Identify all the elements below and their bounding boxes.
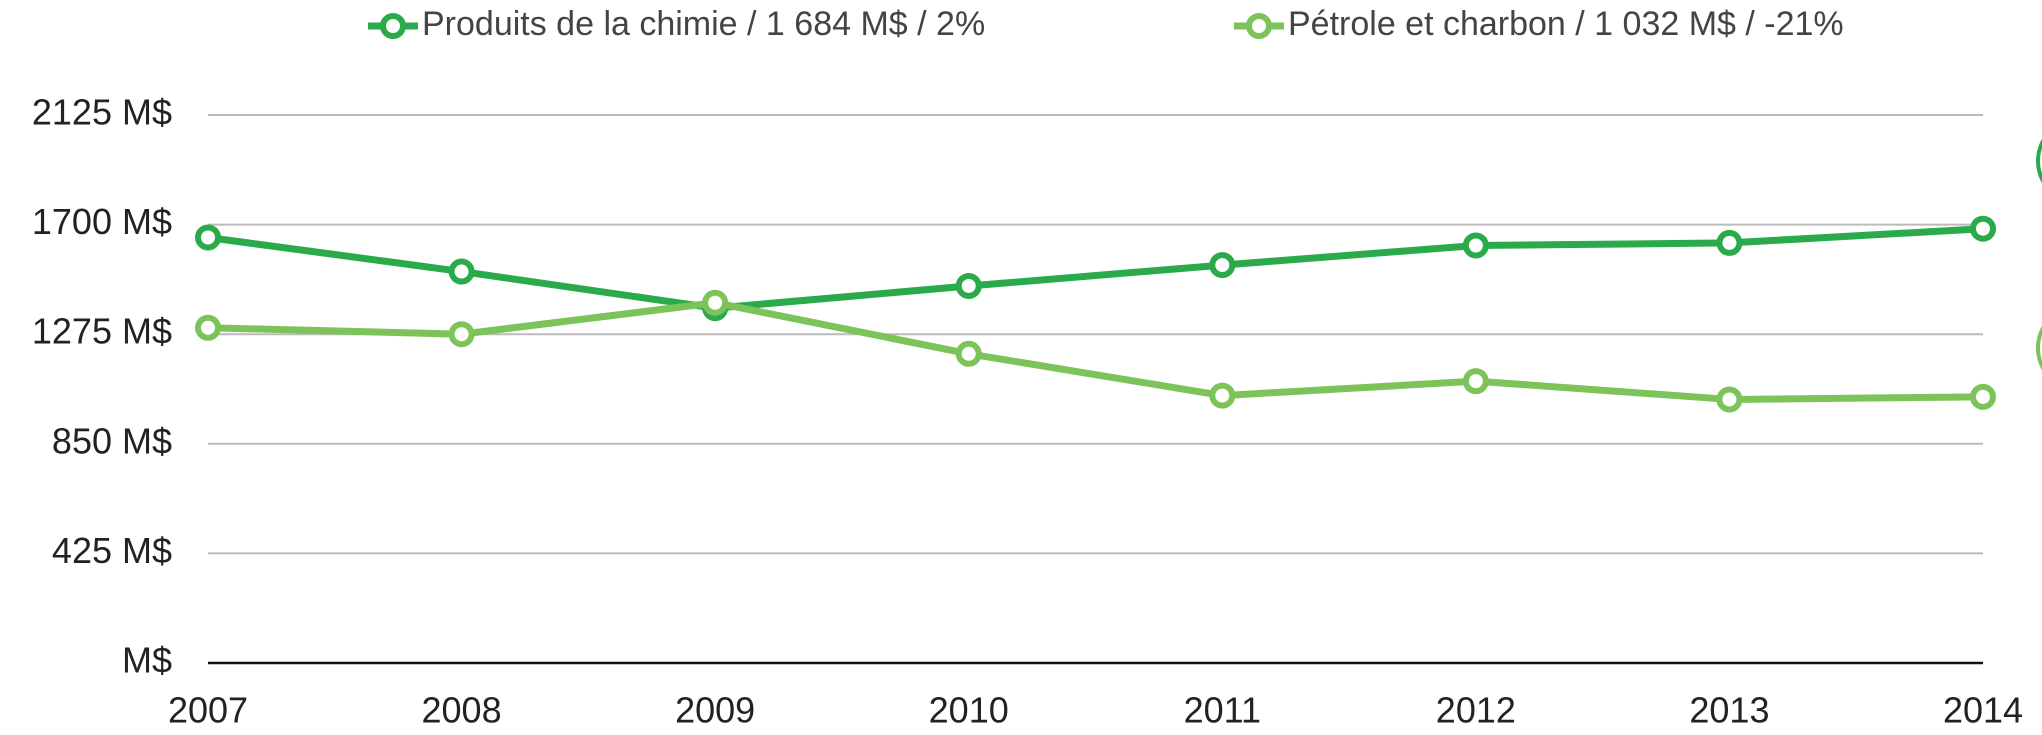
point — [702, 289, 729, 316]
x-tick-label: 2010 — [929, 690, 1009, 731]
point — [448, 321, 475, 348]
point — [1716, 229, 1743, 256]
legend-marker — [380, 13, 406, 39]
y-tick-label: M$ — [122, 640, 172, 681]
legend-marker — [1246, 13, 1272, 39]
point — [955, 340, 982, 367]
legend-label: Produits de la chimie / 1 684 M$ / 2% — [422, 5, 985, 43]
decor-circle — [2036, 138, 2042, 184]
y-tick-label: 1275 M$ — [32, 311, 172, 352]
x-tick-label: 2013 — [1689, 690, 1769, 731]
decor-circle — [2036, 325, 2042, 371]
x-tick-label: 2012 — [1436, 690, 1516, 731]
y-tick-label: 425 M$ — [52, 530, 172, 571]
point — [195, 224, 221, 251]
y-tick-label: 2125 M$ — [32, 92, 172, 133]
point — [1209, 382, 1236, 409]
point — [955, 272, 982, 299]
point — [195, 314, 221, 341]
legend-label: Pétrole et charbon / 1 032 M$ / -21% — [1288, 5, 1844, 43]
point — [1209, 252, 1236, 279]
point — [1970, 215, 1996, 242]
series-line — [207, 299, 1984, 403]
x-tick-label: 2009 — [675, 690, 755, 731]
x-tick-label: 2011 — [1184, 690, 1261, 731]
point — [1970, 383, 1996, 410]
y-tick-label: 850 M$ — [52, 420, 172, 461]
point — [1716, 386, 1743, 413]
y-tick-label: 1700 M$ — [32, 201, 172, 242]
series-line — [207, 225, 1984, 312]
point — [1462, 232, 1489, 259]
x-tick-label: 2007 — [168, 690, 248, 731]
point — [1462, 368, 1489, 395]
x-tick-label: 2014 — [1943, 690, 2023, 731]
point — [448, 258, 475, 285]
x-tick-label: 2008 — [422, 690, 502, 731]
